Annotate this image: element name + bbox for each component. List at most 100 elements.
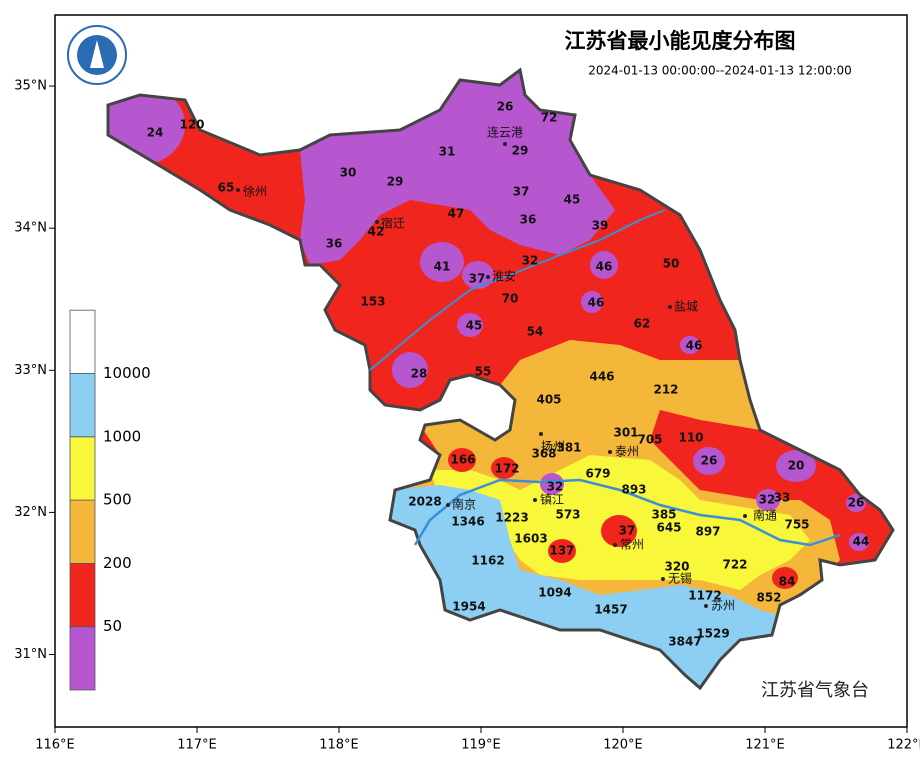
station-value: 30 <box>340 166 357 180</box>
legend: 50 200 500 1000 10000 <box>69 309 151 691</box>
station-value: 39 <box>592 219 609 233</box>
city-label: 连云港 <box>487 125 523 140</box>
station-value: 1223 <box>495 511 528 525</box>
region-blob <box>776 450 816 482</box>
legend-swatch <box>69 436 96 501</box>
station-value: 1529 <box>696 627 729 641</box>
city-dot <box>533 498 537 502</box>
region-blob <box>491 457 517 479</box>
credit: 江苏省气象台 <box>761 680 869 701</box>
region-blob <box>756 489 780 511</box>
x-tick-label: 116°E <box>35 738 75 753</box>
region-blob <box>601 515 637 547</box>
city-label: 淮安 <box>492 269 516 284</box>
legend-label: 10000 <box>103 364 151 382</box>
city-label: 南京 <box>452 497 476 512</box>
city-dot <box>503 142 507 146</box>
city-dot <box>743 514 747 518</box>
station-value: 212 <box>653 383 678 397</box>
legend-swatch <box>69 373 96 438</box>
station-value: 852 <box>756 591 781 605</box>
station-value: 28 <box>411 367 428 381</box>
station-value: 70 <box>502 292 519 306</box>
station-value: 84 <box>779 575 796 589</box>
y-tick-label: 35°N <box>14 79 47 94</box>
station-value: 72 <box>541 111 558 125</box>
station-value: 897 <box>695 525 720 539</box>
city-dot <box>375 220 379 224</box>
station-value: 893 <box>621 483 646 497</box>
region-blob <box>772 567 798 589</box>
station-value: 46 <box>588 296 605 310</box>
station-value: 153 <box>360 295 385 309</box>
station-value: 45 <box>466 319 483 333</box>
city-dot <box>539 432 543 436</box>
region-blob <box>540 473 564 495</box>
city-dot <box>613 543 617 547</box>
x-tick-label: 121°E <box>745 738 785 753</box>
station-value: 29 <box>512 144 529 158</box>
station-value: 46 <box>686 339 703 353</box>
station-value: 645 <box>656 521 681 535</box>
station-value: 755 <box>784 518 809 532</box>
station-values: 24 120 65 30 29 36 42 47 31 26 72 29 37 45 36 39 41 37 32 4… <box>147 100 870 649</box>
city-label: 泰州 <box>615 445 639 459</box>
station-value: 37 <box>619 524 636 538</box>
station-value: 1094 <box>538 586 571 600</box>
city-label: 常州 <box>620 538 644 552</box>
station-value: 32 <box>547 480 564 494</box>
region <box>300 70 615 265</box>
station-value: 32 <box>759 493 776 507</box>
region-blob <box>581 291 603 313</box>
x-tick-label: 120°E <box>603 738 643 753</box>
city-label: 苏州 <box>711 599 735 613</box>
region-blob <box>846 494 866 512</box>
y-tick-label: 32°N <box>14 505 47 520</box>
city-dot <box>704 604 708 608</box>
station-value: 29 <box>387 175 404 189</box>
city-label: 盐城 <box>674 300 698 314</box>
x-tick-label: 119°E <box>461 738 501 753</box>
station-value: 47 <box>448 207 465 221</box>
station-value: 3847 <box>668 635 701 649</box>
city-dot <box>608 450 612 454</box>
x-tick-label: 118°E <box>319 738 359 753</box>
yangtze-river <box>413 478 841 547</box>
x-tick-label: 122°E <box>887 738 920 753</box>
region-blob <box>392 352 428 388</box>
axes: 116°E 117°E 118°E 119°E 120°E 121°E 122°E 31°N 3… <box>14 79 920 753</box>
station-value: 26 <box>497 100 514 114</box>
region-blob <box>448 448 476 472</box>
legend-swatch <box>69 626 96 691</box>
legend-swatch <box>69 309 96 374</box>
city-dot <box>236 188 240 192</box>
station-value: 110 <box>678 431 703 445</box>
city-label: 无锡 <box>668 571 692 586</box>
station-value: 137 <box>549 544 574 558</box>
station-value: 45 <box>564 193 581 207</box>
station-value: 705 <box>637 433 662 447</box>
legend-label: 200 <box>103 554 132 572</box>
station-value: 20 <box>788 459 805 473</box>
logo <box>67 25 127 85</box>
station-value: 1603 <box>514 532 547 546</box>
station-value: 46 <box>596 260 613 274</box>
station-value: 1346 <box>451 515 484 529</box>
station-value: 32 <box>522 254 539 268</box>
station-value: 36 <box>520 213 537 227</box>
city-dot <box>668 305 672 309</box>
station-value: 2028 <box>408 495 441 509</box>
station-value: 44 <box>853 535 870 549</box>
legend-swatch <box>69 499 96 564</box>
city-dot <box>446 503 450 507</box>
station-value: 54 <box>527 325 544 339</box>
station-value: 36 <box>326 237 343 251</box>
station-value: 55 <box>475 365 492 379</box>
city-label: 宿迁 <box>381 216 405 231</box>
region <box>655 410 893 530</box>
station-value: 41 <box>434 260 451 274</box>
region-blob <box>420 242 464 282</box>
y-tick-label: 31°N <box>14 647 47 662</box>
station-value: 405 <box>536 393 561 407</box>
